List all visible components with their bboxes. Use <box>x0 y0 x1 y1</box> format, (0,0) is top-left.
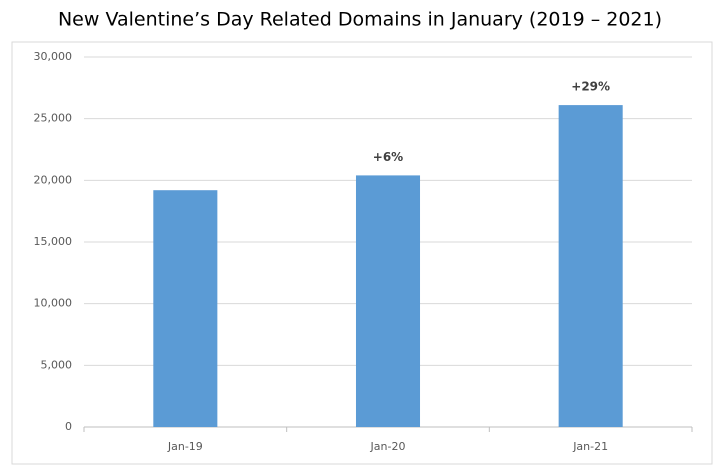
y-tick-label: 10,000 <box>34 297 73 310</box>
y-tick-label: 15,000 <box>34 235 73 248</box>
x-tick-label: Jan-20 <box>370 440 406 453</box>
y-tick-label: 30,000 <box>34 50 73 63</box>
annotation: +29% <box>571 80 610 94</box>
y-tick-label: 5,000 <box>41 358 73 371</box>
bar <box>355 175 421 427</box>
y-tick-label: 20,000 <box>34 173 73 186</box>
bar <box>153 190 218 427</box>
bar <box>558 105 623 427</box>
annotation: +6% <box>373 150 403 164</box>
y-tick-label: 25,000 <box>34 112 73 125</box>
x-tick-label: Jan-21 <box>572 440 608 453</box>
chart-frame <box>11 41 713 465</box>
chart-title: New Valentine’s Day Related Domains in J… <box>58 9 662 31</box>
y-tick-label: 0 <box>65 420 72 433</box>
x-tick-label: Jan-19 <box>167 440 203 453</box>
